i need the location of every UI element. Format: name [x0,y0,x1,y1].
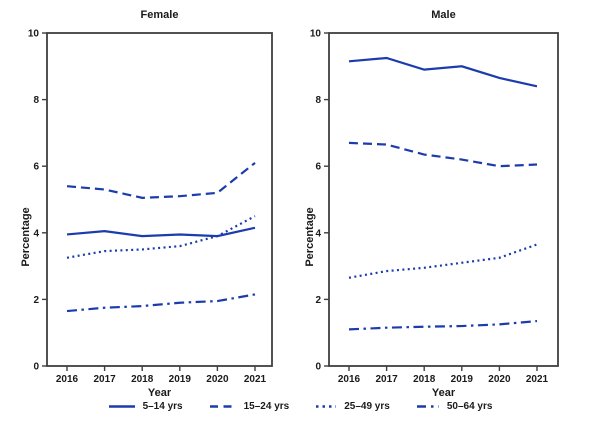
dotted-line-icon [316,405,337,408]
y-tick-label: 8 [33,95,39,106]
y-axis-label-male: Percentage [304,207,316,267]
x-tick-label: 2018 [131,374,154,385]
chart-legend: 5–14 yrs 15–24 yrs 25–49 yrs 50–64 yrs [0,401,600,412]
x-tick-label: 2020 [488,374,511,385]
x-tick-label: 2017 [93,374,116,385]
panel-title-female: Female [140,9,179,21]
solid-line-icon [108,405,135,408]
x-tick-label: 2016 [338,374,361,385]
series-line-dotted [66,215,256,259]
panel-title-male: Male [431,9,456,21]
legend-item-50-64: 50–64 yrs [416,401,493,412]
plot-frame [328,32,559,367]
y-tick-label: 10 [310,29,322,40]
dashdot-line-icon [416,405,439,408]
series-line-dashed [348,141,538,168]
legend-item-25-49: 25–49 yrs [315,401,390,412]
y-tick-label: 8 [315,95,321,106]
x-tick-label: 2019 [451,374,474,385]
x-tick-label: 2016 [56,374,79,385]
y-tick-label: 6 [315,162,321,173]
series-line-solid [348,56,538,88]
chart-panel-female: 0 2 4 6 8 10 2016 2017 2018 2019 2020 2021 [28,29,273,385]
series-line-dotted [348,243,538,279]
plot-frame [46,32,273,367]
y-tick-label: 4 [315,228,321,239]
legend-label: 50–64 yrs [446,401,493,412]
series-line-dashdot [66,293,256,313]
series-line-dashdot [348,319,538,331]
y-tick-label: 6 [33,162,39,173]
x-tick-label: 2021 [244,374,267,385]
x-tick-label: 2017 [375,374,398,385]
legend-label: 25–49 yrs [344,401,390,412]
legend-label: 15–24 yrs [243,401,290,412]
x-tick-label: 2020 [206,374,229,385]
y-tick-label: 4 [33,228,39,239]
x-tick-label: 2018 [413,374,436,385]
y-tick-label: 0 [33,362,39,373]
series-line-solid [66,226,256,238]
y-tick-label: 0 [315,362,321,373]
legend-label: 5–14 yrs [142,401,183,412]
chart-panel-male: 0 2 4 6 8 10 2016 2017 2018 2019 2020 2021 [310,29,559,385]
x-tick-label: 2019 [169,374,192,385]
y-tick-label: 10 [28,29,40,40]
y-tick-label: 2 [33,295,39,306]
y-tick-label: 2 [315,295,321,306]
x-tick-label: 2021 [526,374,549,385]
legend-item-5-14: 5–14 yrs [108,401,183,412]
series-line-dashed [66,162,256,199]
y-axis-label-female: Percentage [20,207,32,267]
x-axis-label-female: Year [147,387,172,399]
dashed-line-icon [209,405,236,408]
x-axis-label-male: Year [431,387,456,399]
legend-item-15-24: 15–24 yrs [209,401,290,412]
